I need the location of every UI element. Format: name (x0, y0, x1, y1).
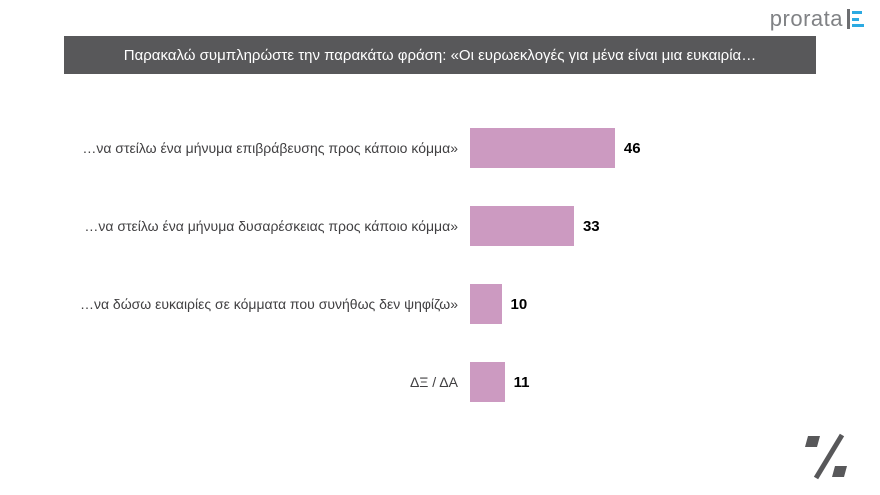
prorata-bars-icon (847, 9, 864, 29)
bar-area: 46 (470, 128, 880, 168)
value-label: 33 (582, 217, 600, 235)
category-label: …να στείλω ένα μήνυμα επιβράβευσης προς … (82, 140, 458, 156)
bar-area: 11 (470, 362, 880, 402)
category-label: …να δώσω ευκαιρίες σε κόμματα που συνήθω… (79, 296, 458, 312)
chart-row: ΔΞ / ΔΑ 11 (0, 362, 880, 402)
category-label: …να στείλω ένα μήνυμα δυσαρέσκειας προς … (84, 218, 458, 234)
bar (470, 206, 574, 246)
chart-row: …να στείλω ένα μήνυμα δυσαρέσκειας προς … (0, 206, 880, 246)
prorata-logo-text: prorata (769, 6, 843, 31)
chart-row: …να στείλω ένα μήνυμα επιβράβευσης προς … (0, 128, 880, 168)
bar-area: 33 (470, 206, 880, 246)
bar-chart: …να στείλω ένα μήνυμα επιβράβευσης προς … (0, 128, 880, 440)
chart-title-bar: Παρακαλώ συμπληρώστε την παρακάτω φράση:… (64, 36, 816, 74)
percent-logo-icon (802, 433, 850, 481)
bar (470, 362, 505, 402)
chart-title: Παρακαλώ συμπληρώστε την παρακάτω φράση:… (123, 46, 757, 64)
chart-row: …να δώσω ευκαιρίες σε κόμματα που συνήθω… (0, 284, 880, 324)
value-label: 11 (513, 373, 530, 391)
prorata-logo: prorata (770, 6, 864, 32)
value-label: 10 (510, 295, 528, 313)
bar (470, 284, 502, 324)
category-label: ΔΞ / ΔΑ (409, 374, 458, 390)
value-label: 46 (623, 139, 641, 157)
bar (470, 128, 615, 168)
bar-area: 10 (470, 284, 880, 324)
